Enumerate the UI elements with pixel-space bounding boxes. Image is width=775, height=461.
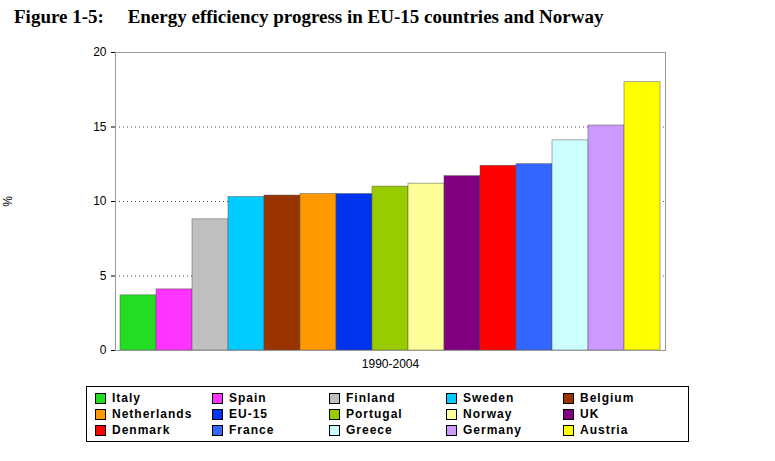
svg-text:5: 5: [100, 269, 107, 283]
html-text:Sweden: Sweden: [463, 391, 515, 405]
html-text:Austria: Austria: [580, 423, 629, 437]
html-text:Italy: Italy: [112, 391, 141, 405]
html-text:Greece: Greece: [346, 423, 393, 437]
svg-text:20: 20: [93, 45, 107, 59]
svg-text:%: %: [1, 196, 15, 207]
html-text:Figure 1-5: Energy efficiency: Figure 1-5: Energy efficiency progress i…: [14, 6, 604, 27]
html-text:UK: UK: [580, 407, 600, 421]
svg-text:15: 15: [93, 120, 107, 134]
html-text:Finland: Finland: [346, 391, 396, 405]
html-text:Denmark: Denmark: [112, 423, 171, 437]
svg-text:10: 10: [93, 194, 107, 208]
html-text:Germany: Germany: [463, 423, 522, 437]
svg-text:0: 0: [100, 343, 107, 357]
html-text:EU-15: EU-15: [229, 407, 268, 421]
html-text:Portugal: Portugal: [346, 407, 403, 421]
html-text:Belgium: Belgium: [580, 391, 635, 405]
svg-text:1990-2004: 1990-2004: [362, 357, 420, 371]
html-text:Spain: Spain: [229, 391, 267, 405]
html-text:Netherlands: Netherlands: [112, 407, 193, 421]
html-text:France: France: [229, 423, 275, 437]
html-text:Norway: Norway: [463, 407, 513, 421]
